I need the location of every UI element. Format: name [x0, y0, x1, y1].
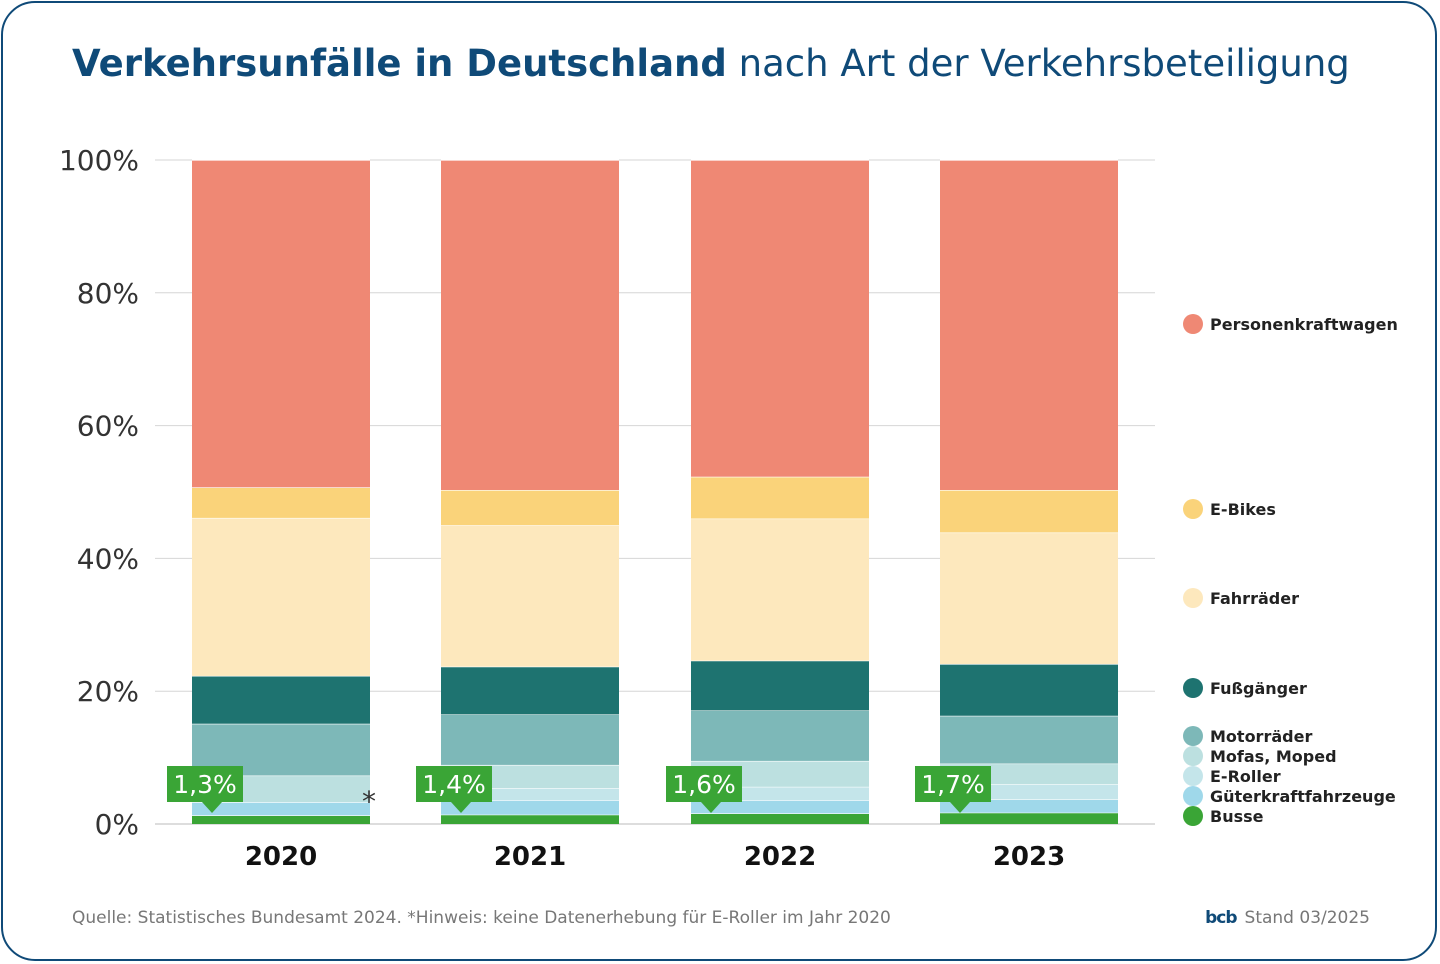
- bcb-logo: bcb: [1205, 908, 1237, 928]
- bar-segment: [192, 487, 370, 518]
- bar-segment: [441, 666, 619, 715]
- legend-label: Güterkraftfahrzeuge: [1210, 787, 1396, 806]
- badge-box: [416, 766, 492, 802]
- legend: Personenkraftwagen E-Bikes Fahrräder Fußgän…: [1183, 314, 1398, 826]
- y-tick-label: 100%: [59, 144, 139, 177]
- y-tick-label: 20%: [77, 675, 139, 708]
- bar-segment: [192, 675, 370, 724]
- x-tick-label: 2022: [744, 842, 816, 872]
- bar-segment: [192, 160, 370, 488]
- badge-pointer: [451, 802, 471, 813]
- bar-segment: [441, 490, 619, 526]
- chart-title: Verkehrsunfälle in Deutschland nach Art …: [72, 42, 1350, 85]
- x-axis: 2020 2021 2022 2023 *: [245, 785, 1065, 872]
- badge-label: 1,7%: [921, 770, 985, 799]
- badge-label: 1,4%: [422, 770, 486, 799]
- badge-pointer: [950, 802, 970, 813]
- bar-segment: [691, 813, 869, 824]
- badge-box: [915, 766, 991, 802]
- bar-segment: [940, 490, 1118, 533]
- legend-label: E-Roller: [1210, 767, 1281, 786]
- badge-label: 1,6%: [672, 770, 736, 799]
- legend-label: E-Bikes: [1210, 500, 1276, 519]
- legend-label: Personenkraftwagen: [1210, 315, 1398, 334]
- badge-box: [666, 766, 742, 802]
- legend-marker: [1183, 786, 1203, 806]
- legend-label: Motorräder: [1210, 727, 1312, 746]
- bar-segment: [691, 710, 869, 761]
- bar-segment: [940, 160, 1118, 491]
- bar-segment: [441, 714, 619, 765]
- bar-segment: [192, 815, 370, 824]
- y-tick-label: 80%: [77, 277, 139, 310]
- legend-marker: [1183, 314, 1203, 334]
- bar-segment: [691, 476, 869, 519]
- badge-pointer: [701, 802, 721, 813]
- bar-segment: [441, 525, 619, 667]
- bar-segment: [940, 812, 1118, 824]
- badge-box: [167, 766, 243, 802]
- y-tick-label: 40%: [77, 542, 139, 575]
- title-light: nach Art der Verkehrsbeteiligung: [738, 42, 1350, 85]
- x-tick-label: 2023: [993, 842, 1065, 872]
- footnote-marker: *: [362, 785, 376, 818]
- bar-segment: [691, 160, 869, 477]
- legend-label: Mofas, Moped: [1210, 747, 1337, 766]
- legend-marker: [1183, 588, 1203, 608]
- x-tick-label: 2020: [245, 842, 317, 872]
- bar-segment: [192, 802, 370, 816]
- bar-segment: [940, 715, 1118, 764]
- legend-label: Busse: [1210, 807, 1264, 826]
- stand-date: Stand 03/2025: [1244, 908, 1370, 928]
- bar-segment: [940, 799, 1118, 813]
- bar-segment: [940, 663, 1118, 716]
- title-bold: Verkehrsunfälle in Deutschland: [72, 42, 727, 85]
- bar-segment: [441, 160, 619, 491]
- legend-marker: [1183, 746, 1203, 766]
- bar-segment: [441, 800, 619, 815]
- x-tick-label: 2021: [494, 842, 566, 872]
- bar-segment: [940, 532, 1118, 664]
- bar-segment: [441, 814, 619, 824]
- badge-pointer: [202, 802, 222, 813]
- y-axis: 0% 20% 40% 60% 80% 100%: [59, 144, 139, 841]
- bar-segment: [691, 660, 869, 711]
- legend-marker: [1183, 726, 1203, 746]
- bars: [192, 159, 1118, 824]
- stand-info: bcb Stand 03/2025: [1205, 908, 1370, 928]
- legend-label: Fußgänger: [1210, 679, 1307, 698]
- y-tick-label: 60%: [77, 410, 139, 443]
- bar-segment: [441, 788, 619, 801]
- bar-segment: [192, 517, 370, 676]
- source-note: Quelle: Statistisches Bundesamt 2024. *H…: [72, 908, 891, 928]
- legend-marker: [1183, 766, 1203, 786]
- y-tick-label: 0%: [95, 808, 139, 841]
- badge-label: 1,3%: [173, 770, 237, 799]
- bar-segment: [691, 518, 869, 661]
- legend-marker: [1183, 806, 1203, 826]
- legend-label: Fahrräder: [1210, 589, 1299, 608]
- legend-marker: [1183, 678, 1203, 698]
- legend-marker: [1183, 499, 1203, 519]
- bus-share-badges: 1,3% 1,4% 1,6% 1,7%: [167, 766, 991, 813]
- bar-segment: [691, 800, 869, 814]
